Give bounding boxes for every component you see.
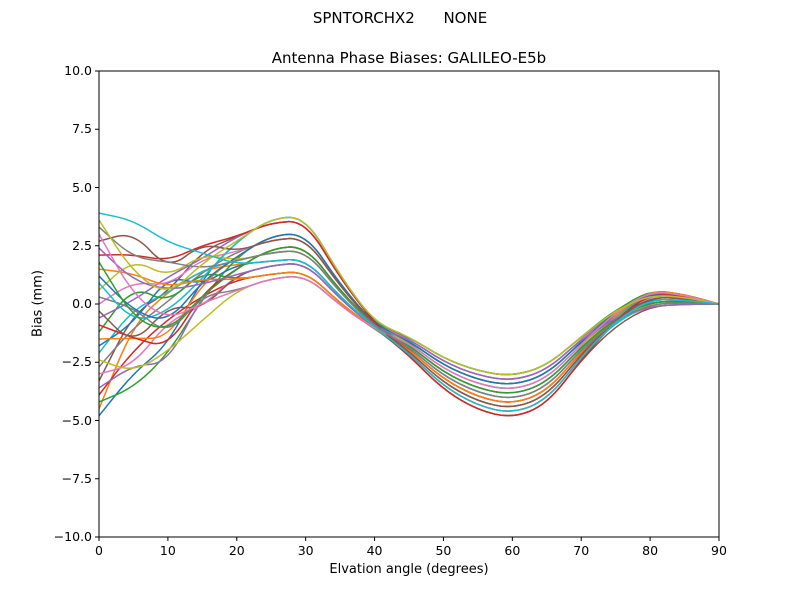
series-line	[99, 276, 719, 380]
x-tick-label: 50	[435, 543, 452, 558]
x-tick-label: 90	[711, 543, 727, 558]
x-tick-label: 60	[504, 543, 521, 558]
series-line	[99, 233, 719, 389]
series-line	[99, 246, 719, 394]
x-tick-label: 10	[159, 543, 176, 558]
series-line	[99, 226, 719, 399]
y-tick-label: 2.5	[72, 237, 92, 253]
y-tick-label: −7.5	[61, 470, 92, 486]
x-tick-label: 80	[642, 543, 659, 558]
series-line	[99, 233, 719, 403]
series-line	[99, 237, 719, 417]
y-tick-label: −2.5	[61, 354, 92, 370]
series-line	[99, 247, 719, 380]
axes-title: Antenna Phase Biases: GALILEO-E5b	[271, 49, 547, 67]
series-line	[99, 233, 719, 385]
series-lines	[99, 212, 719, 417]
series-line	[99, 216, 719, 376]
x-axis-label: Elvation angle (degrees)	[329, 562, 489, 577]
x-tick-label: 0	[95, 543, 103, 558]
y-tick-label: 5.0	[72, 179, 92, 195]
y-tick-label: 10.0	[64, 63, 92, 78]
y-tick-label: 7.5	[72, 121, 92, 137]
x-tick-label: 30	[297, 543, 314, 558]
series-line	[99, 212, 719, 412]
x-tick-label: 70	[573, 543, 590, 558]
axes-frame	[98, 70, 720, 538]
y-tick-label: −10.0	[53, 529, 92, 544]
x-tick-label: 20	[228, 543, 245, 558]
x-tick-label: 40	[366, 543, 383, 558]
series-line	[99, 263, 719, 394]
series-line	[99, 233, 719, 412]
series-line	[99, 246, 719, 403]
axis-ticks	[95, 70, 720, 541]
y-tick-label: 0.0	[72, 296, 92, 311]
series-line	[99, 220, 719, 417]
figure-title: SPNTORCHX2 NONE	[312, 9, 488, 27]
y-tick-label: −5.0	[61, 412, 92, 428]
